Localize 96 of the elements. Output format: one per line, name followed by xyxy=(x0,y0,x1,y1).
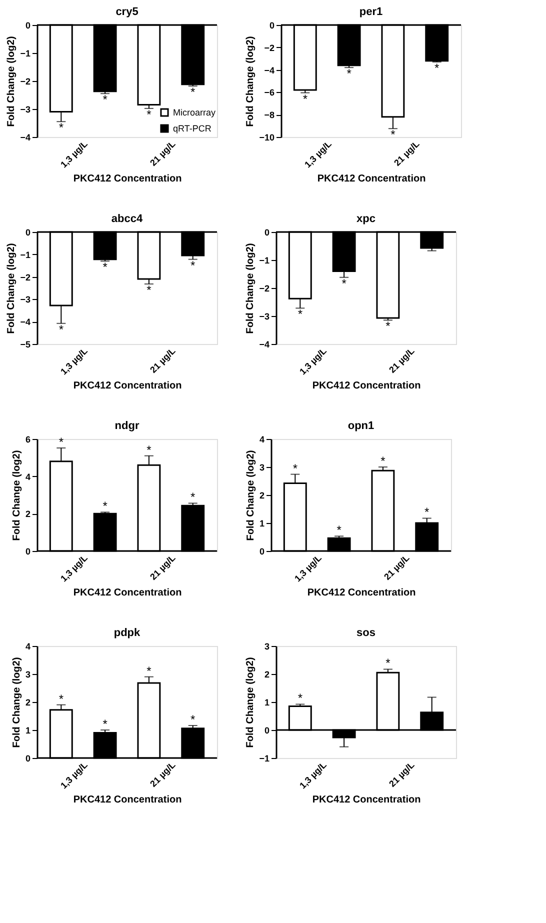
data-label: * xyxy=(424,505,430,520)
y-tick-label: 1 xyxy=(259,518,264,528)
data-label: * xyxy=(190,85,196,100)
y-tick-label: 0 xyxy=(264,726,270,736)
y-tick-label: 2 xyxy=(264,670,270,680)
y-tick-label: 3 xyxy=(259,462,264,472)
y-tick-label: 2 xyxy=(25,509,30,520)
y-tick-label: 4 xyxy=(25,642,30,652)
y-axis-title: Fold Change (log2) xyxy=(245,657,256,748)
data-label: * xyxy=(298,691,303,706)
data-label: * xyxy=(102,92,108,107)
data-label: * xyxy=(342,276,347,290)
data-label: * xyxy=(58,120,64,135)
x-axis-title: PKC412 Concentration xyxy=(312,794,421,806)
y-tick-label: 0 xyxy=(264,228,270,238)
y-tick-label: −4 xyxy=(264,65,274,76)
y-tick-label: 0 xyxy=(25,228,30,238)
y-tick-label: −6 xyxy=(264,88,274,98)
chart-title: xpc xyxy=(356,213,376,225)
x-axis-title: PKC412 Concentration xyxy=(73,174,182,185)
data-label: * xyxy=(434,60,440,75)
y-tick-label: 4 xyxy=(259,434,264,444)
data-label: * xyxy=(390,128,396,142)
chart-title: sos xyxy=(356,627,376,639)
y-tick-label: −2 xyxy=(20,76,30,86)
data-label: * xyxy=(380,454,386,468)
chart-title: per1 xyxy=(359,6,383,18)
y-tick-label: 3 xyxy=(264,642,270,652)
y-tick-label: −1 xyxy=(259,256,270,266)
data-label: * xyxy=(346,66,352,81)
y-axis-title: Fold Change (log2) xyxy=(245,36,256,127)
y-tick-label: 1 xyxy=(25,726,30,736)
y-tick-label: −5 xyxy=(20,340,30,350)
y-tick-label: −3 xyxy=(20,104,30,114)
data-label: * xyxy=(146,282,152,297)
data-label: * xyxy=(386,656,391,670)
y-tick-label: −1 xyxy=(20,250,30,260)
data-label: * xyxy=(146,664,152,678)
chart-title: ndgr xyxy=(114,420,140,432)
y-tick-label: 0 xyxy=(269,20,274,30)
y-tick-label: −1 xyxy=(259,754,270,764)
y-tick-label: −2 xyxy=(259,284,270,294)
y-axis-title: Fold Change (log2) xyxy=(245,243,256,334)
data-label: * xyxy=(190,258,196,272)
y-tick-label: −4 xyxy=(20,317,30,328)
y-tick-label: −8 xyxy=(264,110,274,120)
y-axis-title: Fold Change (log2) xyxy=(11,450,22,541)
x-axis-title: PKC412 Concentration xyxy=(73,794,182,806)
y-axis-title: Fold Change (log2) xyxy=(245,450,256,541)
y-tick-label: −10 xyxy=(259,132,274,142)
data-label: * xyxy=(58,322,64,336)
y-axis-title: Fold Change (log2) xyxy=(6,243,18,334)
data-label: * xyxy=(190,490,196,504)
x-axis-title: PKC412 Concentration xyxy=(312,380,421,392)
legend-label: Microarray xyxy=(173,108,216,118)
x-axis-title: PKC412 Concentration xyxy=(73,380,182,392)
x-axis-title: PKC412 Concentration xyxy=(73,588,182,599)
y-tick-label: −2 xyxy=(264,42,274,53)
data-label: * xyxy=(102,499,108,514)
chart-title: abcc4 xyxy=(111,213,144,225)
data-label: * xyxy=(292,461,298,476)
y-tick-label: −3 xyxy=(20,294,30,305)
chart-title: cry5 xyxy=(116,6,138,18)
y-tick-label: 2 xyxy=(259,490,264,500)
y-tick-label: 1 xyxy=(264,698,270,708)
data-label: * xyxy=(302,92,308,106)
chart-title: opn1 xyxy=(348,420,374,432)
chart-title: pdpk xyxy=(114,627,142,639)
data-label: * xyxy=(336,523,342,538)
data-label: * xyxy=(102,260,108,274)
data-label: * xyxy=(190,712,196,727)
data-label: * xyxy=(146,107,152,122)
y-tick-label: 0 xyxy=(25,546,30,556)
y-tick-label: −1 xyxy=(20,48,30,58)
data-label: * xyxy=(386,319,391,334)
y-tick-label: 0 xyxy=(25,754,30,764)
y-tick-label: −3 xyxy=(259,312,270,322)
y-tick-label: −4 xyxy=(259,340,270,350)
x-axis-title: PKC412 Concentration xyxy=(317,174,426,185)
y-axis-title: Fold Change (log2) xyxy=(11,657,22,748)
y-tick-label: 6 xyxy=(25,434,30,444)
x-axis-title: PKC412 Concentration xyxy=(307,588,416,599)
y-tick-label: −4 xyxy=(20,132,30,142)
y-axis-title: Fold Change (log2) xyxy=(6,36,18,127)
y-tick-label: 2 xyxy=(25,698,30,708)
data-label: * xyxy=(58,692,64,706)
data-label: * xyxy=(146,442,152,457)
data-label: * xyxy=(298,307,303,322)
data-label: * xyxy=(58,434,64,449)
data-label: * xyxy=(102,717,108,731)
y-tick-label: −2 xyxy=(20,272,30,282)
y-tick-label: 0 xyxy=(259,546,264,556)
legend-label: qRT-PCR xyxy=(173,124,212,134)
y-tick-label: 0 xyxy=(25,20,30,30)
y-tick-label: 3 xyxy=(25,670,30,680)
y-tick-label: 4 xyxy=(25,472,30,482)
